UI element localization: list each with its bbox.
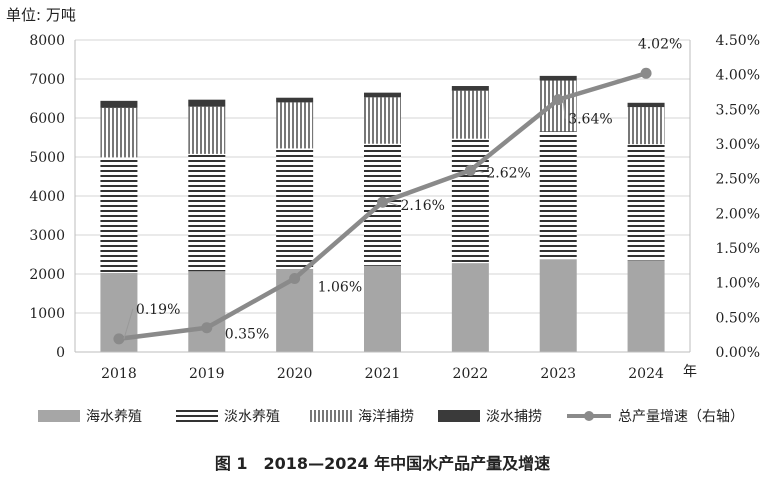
bar-freshwater-fishing <box>188 99 226 107</box>
production-chart: 0 1000 2000 3000 4000 5000 6000 7000 8000 0.00% 0.… <box>29 33 760 382</box>
y2-tick-label: 2.50% <box>716 172 760 188</box>
growth-data-label: 4.02% <box>638 36 682 52</box>
legend-label-freshwater-aquaculture: 淡水养殖 <box>224 409 280 425</box>
growth-point <box>289 273 301 285</box>
y2-tick-label: 1.00% <box>716 276 760 292</box>
bar-marine-fishing <box>188 106 226 154</box>
y2-tick-label: 4.50% <box>716 33 760 49</box>
legend-item-marine-fishing: 海洋捕捞 <box>310 405 414 427</box>
x-tick-label: 2022 <box>453 366 489 382</box>
growth-point <box>640 67 652 79</box>
bar-marine-fishing <box>627 107 665 145</box>
y-tick-label: 1000 <box>29 306 65 322</box>
growth-data-label: 0.19% <box>136 302 180 318</box>
growth-data-label: 2.62% <box>486 165 530 181</box>
y2-tick-label: 0.50% <box>716 310 760 326</box>
y-tick-label: 8000 <box>29 33 65 49</box>
bar-marine-fishing <box>539 80 577 132</box>
legend-item-freshwater-fishing: 淡水捕捞 <box>438 405 542 427</box>
legend-label-total-growth: 总产量增速（右轴） <box>618 409 744 425</box>
y-tick-label: 6000 <box>29 111 65 127</box>
growth-label-leader <box>123 308 134 339</box>
legend-label-freshwater-fishing: 淡水捕捞 <box>486 409 542 425</box>
bar-freshwater-fishing <box>451 86 489 91</box>
legend-swatch-seawater-aquaculture <box>38 410 80 422</box>
bar-marine-fishing <box>451 90 489 139</box>
bar-seawater-aquaculture <box>364 265 401 352</box>
y-tick-label: 2000 <box>29 267 65 283</box>
bar-freshwater-aquaculture <box>627 144 665 261</box>
growth-data-label: 0.35% <box>225 327 269 343</box>
bar-marine-fishing <box>364 97 401 144</box>
bar-freshwater-fishing <box>364 92 401 98</box>
bar-marine-fishing <box>100 107 138 158</box>
growth-label-leader <box>475 169 484 173</box>
y-axis-unit-label: 单位: 万吨 <box>6 6 76 24</box>
legend-swatch-freshwater-aquaculture <box>176 410 218 422</box>
y2-tick-label: 0.00% <box>716 345 760 361</box>
growth-point <box>552 94 564 106</box>
y2-tick-label: 3.00% <box>716 137 760 153</box>
growth-point <box>113 333 125 345</box>
x-axis-unit-label: 年 <box>683 364 697 380</box>
bar-freshwater-aquaculture <box>100 157 138 273</box>
x-tick-label: 2018 <box>101 366 137 382</box>
x-tick-label: 2021 <box>365 366 401 382</box>
bar-freshwater-aquaculture <box>276 148 314 269</box>
legend-label-seawater-aquaculture: 海水养殖 <box>86 409 142 425</box>
x-tick-label: 2019 <box>189 366 225 382</box>
legend: 海水养殖 淡水养殖 海洋捕捞 淡水捕捞 总产量增速（右轴） <box>10 405 765 429</box>
y-tick-label: 4000 <box>29 189 65 205</box>
y-tick-label: 3000 <box>29 228 65 244</box>
bar-seawater-aquaculture <box>539 259 577 352</box>
growth-data-label: 3.64% <box>568 112 612 128</box>
y2-tick-label: 4.00% <box>716 68 760 84</box>
bar-freshwater-fishing <box>627 102 665 108</box>
bar-freshwater-aquaculture <box>188 153 226 272</box>
legend-swatch-freshwater-fishing <box>438 410 480 422</box>
y-tick-label: 5000 <box>29 150 65 166</box>
x-tick-label: 2024 <box>628 366 664 382</box>
growth-label-leader <box>387 201 398 206</box>
x-tick-label: 2023 <box>540 366 576 382</box>
growth-point <box>464 164 476 176</box>
bar-seawater-aquaculture <box>188 271 226 352</box>
bar-marine-fishing <box>276 102 314 149</box>
bar-freshwater-aquaculture <box>539 131 577 260</box>
bar-seawater-aquaculture <box>451 263 489 352</box>
bar-freshwater-fishing <box>276 97 314 103</box>
y2-tick-label: 1.50% <box>716 241 760 257</box>
growth-data-label: 2.16% <box>401 198 445 214</box>
bar-freshwater-fishing <box>100 100 138 108</box>
legend-label-marine-fishing: 海洋捕捞 <box>358 409 414 425</box>
growth-point <box>377 196 388 208</box>
legend-swatch-marine-fishing <box>310 410 352 422</box>
y2-tick-label: 2.00% <box>716 206 760 222</box>
y2-tick-label: 3.50% <box>716 102 760 118</box>
bar-seawater-aquaculture <box>627 260 665 352</box>
y-tick-label: 7000 <box>29 72 65 88</box>
growth-data-label: 1.06% <box>318 280 362 296</box>
legend-item-total-growth: 总产量增速（右轴） <box>566 405 744 427</box>
legend-item-seawater-aquaculture: 海水养殖 <box>38 405 142 427</box>
y-tick-label: 0 <box>56 345 65 361</box>
figure-caption: 图 1 2018—2024 年中国水产品产量及增速 <box>214 454 551 473</box>
growth-point <box>201 322 213 334</box>
legend-swatch-total-growth <box>567 411 611 421</box>
legend-item-freshwater-aquaculture: 淡水养殖 <box>176 405 280 427</box>
bar-freshwater-fishing <box>539 75 577 81</box>
growth-label-leader <box>562 99 566 119</box>
x-tick-label: 2020 <box>277 366 313 382</box>
